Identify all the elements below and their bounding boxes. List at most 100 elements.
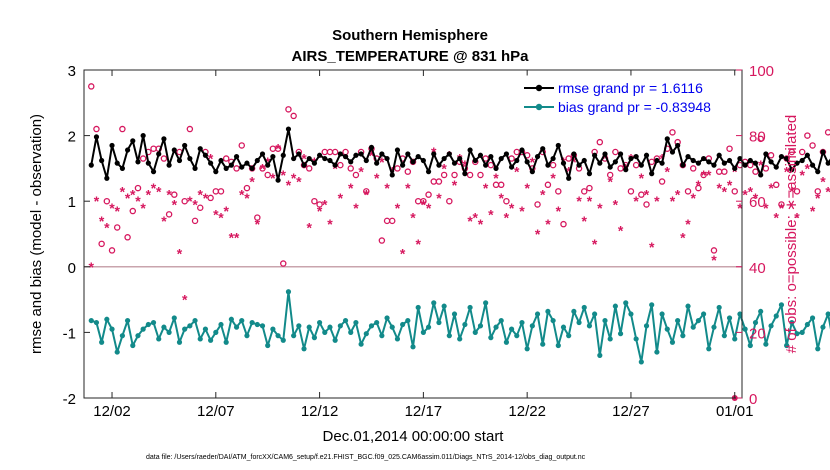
rmse-point [223,165,229,171]
obs-assimilated-point: * [327,216,333,232]
rmse-point [524,159,530,165]
obs-possible-point [757,135,764,143]
obs-assimilated-point: * [602,151,608,167]
obs-possible-point [388,217,396,225]
bias-point [690,324,696,330]
bias-point [700,311,707,317]
rmse-point [93,134,100,140]
bias-point [503,339,510,345]
bias-point [322,329,328,335]
rmse-point [244,160,250,166]
rmse-point [202,152,209,158]
legend-bias-label: bias grand pr = -0.83948 [558,99,711,115]
rmse-point [441,155,447,162]
rmse-point [400,162,406,168]
obs-assimilated-point: * [644,187,650,203]
obs-assimilated-point: * [587,193,593,209]
obs-possible-point [129,207,137,215]
rmse-point [784,155,790,162]
legend-rmse-label: rmse grand pr = 1.6116 [558,80,703,96]
x-axis-label: Dec.01,2014 00:00:00 start [323,428,505,445]
obs-possible-point [108,247,116,254]
bias-point [586,323,593,329]
rmse-point [804,152,810,158]
rmse-point [628,155,634,162]
obs-assimilated-point: * [825,183,830,199]
rmse-point [586,171,593,177]
bias-point [721,333,727,339]
rmse-point [659,160,665,166]
obs-assimilated-point: * [633,193,639,209]
rmse-point [643,152,650,158]
rmse-point [737,155,743,162]
bias-point [820,324,826,330]
rmse-point [685,153,691,160]
bias-point [529,323,535,329]
bias-point [374,319,380,326]
obs-possible-point [617,165,624,172]
obs-assimilated-point: * [690,190,696,206]
legend-box [519,75,737,117]
y2-tick-label: 100 [749,63,774,80]
rmse-point [825,160,830,166]
bias-point [389,324,395,330]
obs-possible-point [259,165,266,172]
rmse-point [296,151,302,157]
y2-tick-label: 20 [749,325,766,342]
bias-point [457,336,463,342]
obs-assimilated-point: * [166,187,172,203]
bias-point [680,333,686,339]
bias-point [109,326,115,332]
bias-point [607,336,613,342]
obs-assimilated-point: * [550,170,556,186]
rmse-point [742,162,748,168]
obs-assimilated-point: * [592,236,598,252]
rmse-point [752,160,759,166]
bias-point [348,329,354,335]
obs-possible-point [684,188,692,195]
obs-assimilated-point: * [265,154,271,170]
bias-point [784,342,790,349]
bias-point [799,329,805,335]
obs-assimilated-point: * [540,187,546,203]
rmse-point [322,155,328,162]
bias-point [768,323,774,329]
obs-assimilated-point: * [753,190,759,206]
bias-point [628,311,634,317]
bias-point [451,311,458,317]
obs-possible-point [726,145,733,152]
y-axis-label: rmse and bias (model - observation) [28,114,45,354]
obs-assimilated-point: * [172,196,178,212]
obs-possible-point [93,125,100,133]
bias-point [508,326,515,332]
obs-possible-point [311,197,318,205]
bias-point [400,321,406,328]
rmse-point [156,151,162,157]
obs-possible-point [378,237,386,244]
y2-tick-label: 40 [749,260,766,277]
obs-assimilated-point: * [514,164,520,180]
bias-point [534,311,541,317]
data-file-footnote: data file: /Users/raeder/DAI/ATM_forcXX/… [146,454,586,461]
rmse-point [680,162,686,168]
bias-point [519,319,525,326]
obs-assimilated-point: * [556,203,562,219]
bias-point [93,319,100,326]
obs-assimilated-point: * [379,154,385,170]
obs-assimilated-point: * [582,213,588,229]
bias-point [643,323,650,329]
rmse-point [166,162,172,168]
rmse-point [789,167,795,173]
obs-assimilated-point: * [732,164,738,180]
obs-assimilated-point: * [701,167,707,183]
obs-assimilated-point: * [748,183,754,199]
bias-point [88,317,94,324]
obs-assimilated-point: * [223,203,229,219]
obs-possible-point [139,155,147,162]
bias-point [244,333,250,339]
rmse-point [519,147,525,153]
obs-possible-point [772,181,780,189]
obs-possible-point [612,148,619,156]
obs-assimilated-point: * [696,177,702,193]
obs-assimilated-point: * [789,183,795,199]
